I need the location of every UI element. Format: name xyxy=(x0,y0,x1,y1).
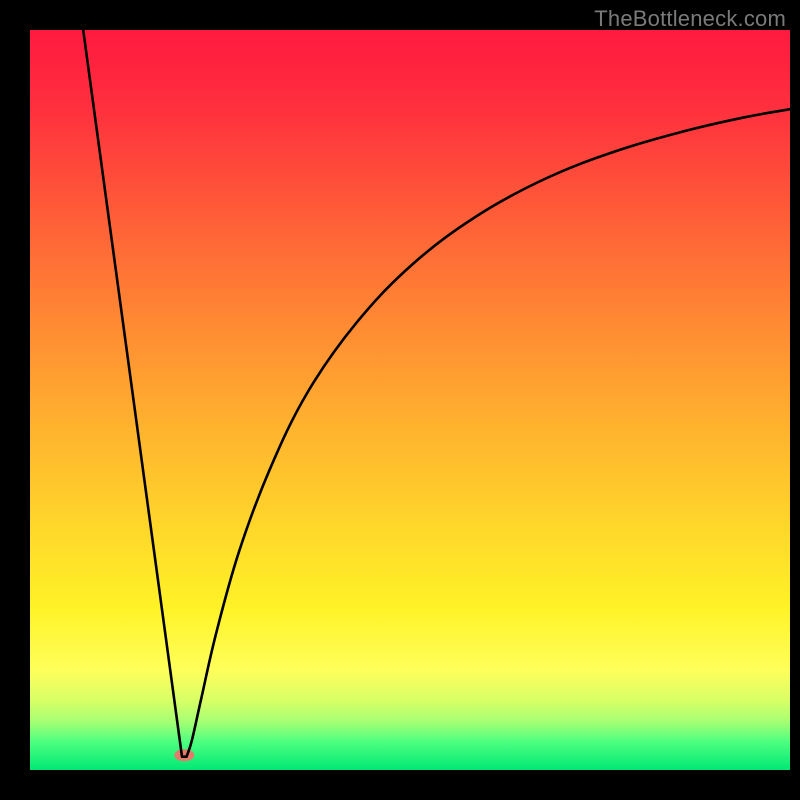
plot-area xyxy=(30,30,790,770)
dip-marker xyxy=(174,749,194,761)
bottleneck-chart xyxy=(0,0,800,800)
figure-container: TheBottleneck.com xyxy=(0,0,800,800)
watermark-label: TheBottleneck.com xyxy=(594,6,786,32)
